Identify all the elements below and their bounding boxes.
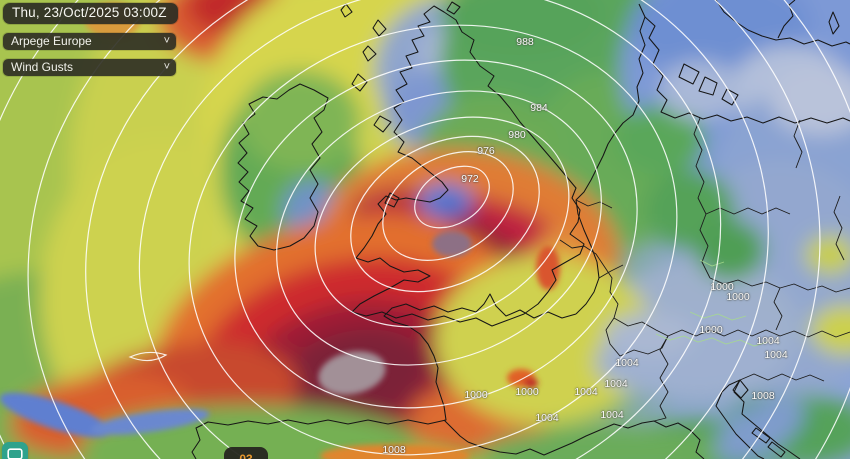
model-select-value: Arpege Europe [11, 34, 92, 48]
model-select[interactable]: Arpege Europe ˅ [3, 33, 176, 50]
parameter-select[interactable]: Wind Gusts ˅ [3, 59, 176, 76]
datetime-label: Thu, 23/Oct/2025 03:00Z [12, 5, 167, 20]
map-controls: Thu, 23/Oct/2025 03:00Z Arpege Europe ˅ … [3, 3, 178, 76]
coastlines [191, 0, 850, 459]
time-handle-label: 03 [239, 452, 253, 459]
chat-screen-icon [7, 448, 23, 459]
parameter-select-value: Wind Gusts [11, 60, 74, 74]
chevron-down-icon: ˅ [163, 35, 170, 47]
time-slider-handle[interactable]: 03 [224, 447, 268, 459]
gust-field-details [0, 2, 560, 459]
datetime-badge: Thu, 23/Oct/2025 03:00Z [3, 3, 178, 24]
chat-widget-button[interactable] [2, 442, 28, 459]
region-borders [655, 259, 769, 347]
chevron-down-icon: ˅ [163, 61, 170, 73]
